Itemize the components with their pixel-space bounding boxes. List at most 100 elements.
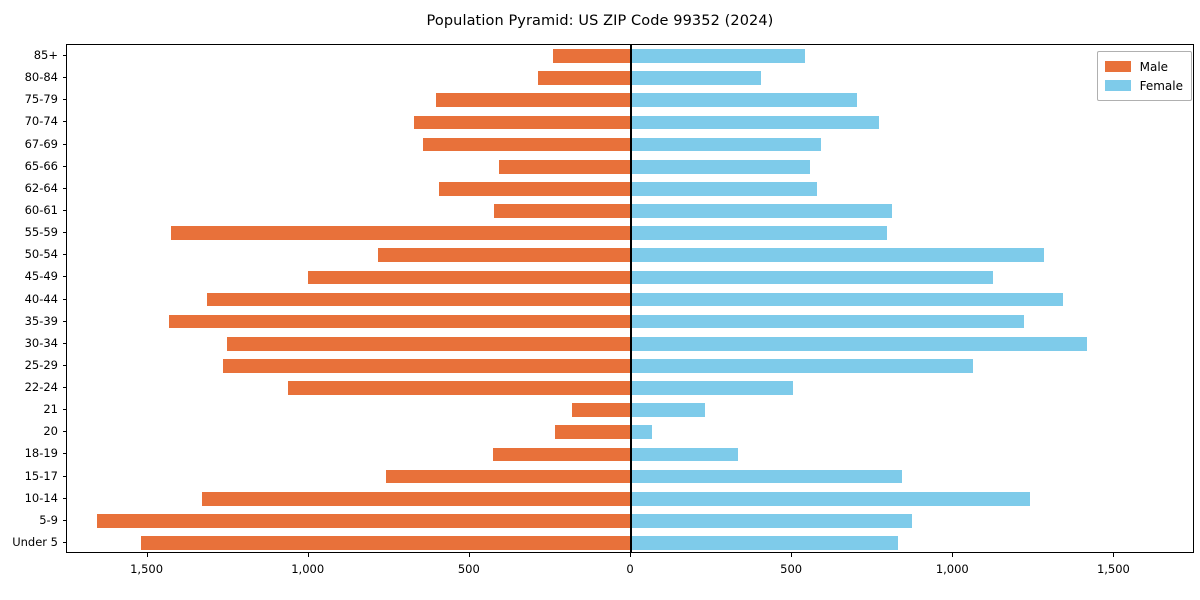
x-tick-label: 500 [780, 562, 803, 576]
bar-row [67, 403, 1193, 417]
x-tick-mark [468, 553, 470, 557]
bar-male-under-5 [140, 536, 631, 550]
y-tick-mark [62, 519, 66, 521]
bar-female-75-79 [631, 93, 857, 108]
legend-swatch-female-icon [1104, 80, 1131, 91]
bar-male-60-61 [494, 204, 631, 218]
bar-male-80-84 [538, 71, 631, 86]
y-tick-mark [62, 55, 66, 57]
x-tick-mark [791, 553, 793, 557]
bar-female-40-44 [631, 292, 1063, 307]
y-tick-label: 55-59 [24, 225, 58, 240]
y-tick-mark [62, 364, 66, 366]
y-tick-mark [62, 541, 66, 543]
bar-male-5-9 [96, 513, 631, 528]
bar-row [67, 359, 1193, 373]
y-tick-mark [62, 187, 66, 189]
bar-male-75-79 [436, 93, 631, 108]
legend-entry-female: Female [1104, 76, 1183, 95]
y-tick-mark [62, 77, 66, 79]
bar-row [67, 381, 1193, 395]
bar-female-45-49 [631, 270, 994, 285]
x-tick-label: 1,500 [130, 562, 164, 576]
bar-male-70-74 [414, 115, 631, 130]
y-tick-mark [62, 409, 66, 411]
y-tick-label: 40-44 [24, 291, 58, 306]
y-tick-mark [62, 254, 66, 256]
y-tick-mark [62, 99, 66, 101]
x-tick-mark [630, 553, 631, 557]
bar-female-25-29 [631, 359, 973, 373]
bar-male-22-24 [288, 381, 631, 395]
x-tick-mark [307, 553, 309, 557]
y-tick-mark [62, 342, 66, 344]
bar-row [67, 49, 1193, 63]
y-tick-mark [62, 232, 66, 234]
y-tick-label: 75-79 [24, 92, 58, 107]
y-tick-mark [62, 475, 66, 477]
y-tick-label: 20 [43, 424, 58, 439]
bar-female-5-9 [631, 513, 913, 528]
y-tick-label: 15-17 [24, 468, 58, 483]
bar-female-15-17 [631, 469, 903, 484]
y-tick-label: 35-39 [24, 313, 58, 328]
bar-female-65-66 [631, 159, 810, 174]
y-tick-label: 62-64 [24, 180, 58, 195]
bar-female-60-61 [631, 204, 893, 218]
x-tick-label: 0 [626, 562, 634, 576]
y-tick-mark [62, 121, 66, 123]
bar-male-35-39 [169, 314, 631, 329]
bar-female-62-64 [631, 181, 818, 196]
bar-row [67, 93, 1193, 108]
bar-row [67, 491, 1193, 506]
chart-legend: Male Female [1096, 51, 1192, 101]
bar-female-55-59 [631, 226, 888, 240]
y-tick-label: 22-24 [24, 380, 58, 395]
x-tick-mark [952, 553, 954, 557]
bar-male-18-19 [493, 447, 631, 462]
bar-row [67, 536, 1193, 550]
zero-axis-line [630, 45, 632, 552]
y-tick-mark [62, 387, 66, 389]
bars-layer [67, 45, 1193, 552]
y-tick-label: 50-54 [24, 247, 58, 262]
y-tick-mark [62, 497, 66, 499]
x-tick-label: 500 [457, 562, 480, 576]
bar-row [67, 115, 1193, 130]
bar-male-30-34 [227, 336, 631, 351]
bar-row [67, 226, 1193, 240]
page-title: Population Pyramid: US ZIP Code 99352 (2… [426, 13, 774, 29]
legend-entry-male: Male [1104, 57, 1183, 76]
y-tick-label: 70-74 [24, 114, 58, 129]
y-tick-label: 80-84 [24, 70, 58, 85]
y-tick-mark [62, 298, 66, 300]
plot-area [66, 44, 1194, 553]
x-axis: 1,500 1,000 500 0 500 1,000 1,500 [66, 553, 1194, 593]
legend-label: Male [1139, 59, 1169, 74]
x-tick-mark [146, 553, 148, 557]
bar-row [67, 270, 1193, 285]
bar-male-40-44 [206, 292, 631, 307]
y-tick-label: 45-49 [24, 269, 58, 284]
bar-female-50-54 [631, 248, 1044, 263]
bar-female-85- [631, 49, 806, 63]
bar-female-80-84 [631, 71, 761, 86]
y-tick-label: 67-69 [24, 136, 58, 151]
bar-male-15-17 [386, 469, 631, 484]
y-tick-mark [62, 276, 66, 278]
bar-row [67, 248, 1193, 263]
y-axis: 85+ 80-84 75-79 70-74 67-69 65-66 62-64 60-61 55… [0, 44, 66, 553]
y-tick-mark [62, 209, 66, 211]
bar-row [67, 314, 1193, 329]
bar-female-35-39 [631, 314, 1025, 329]
y-tick-mark [62, 453, 66, 455]
bar-female-18-19 [631, 447, 738, 462]
y-tick-label: 25-29 [24, 357, 58, 372]
bar-row [67, 425, 1193, 440]
x-tick-label: 1,500 [1096, 562, 1130, 576]
bar-row [67, 71, 1193, 86]
bar-female-67-69 [631, 137, 822, 152]
bar-male-65-66 [498, 159, 631, 174]
bar-male-21 [571, 403, 631, 417]
